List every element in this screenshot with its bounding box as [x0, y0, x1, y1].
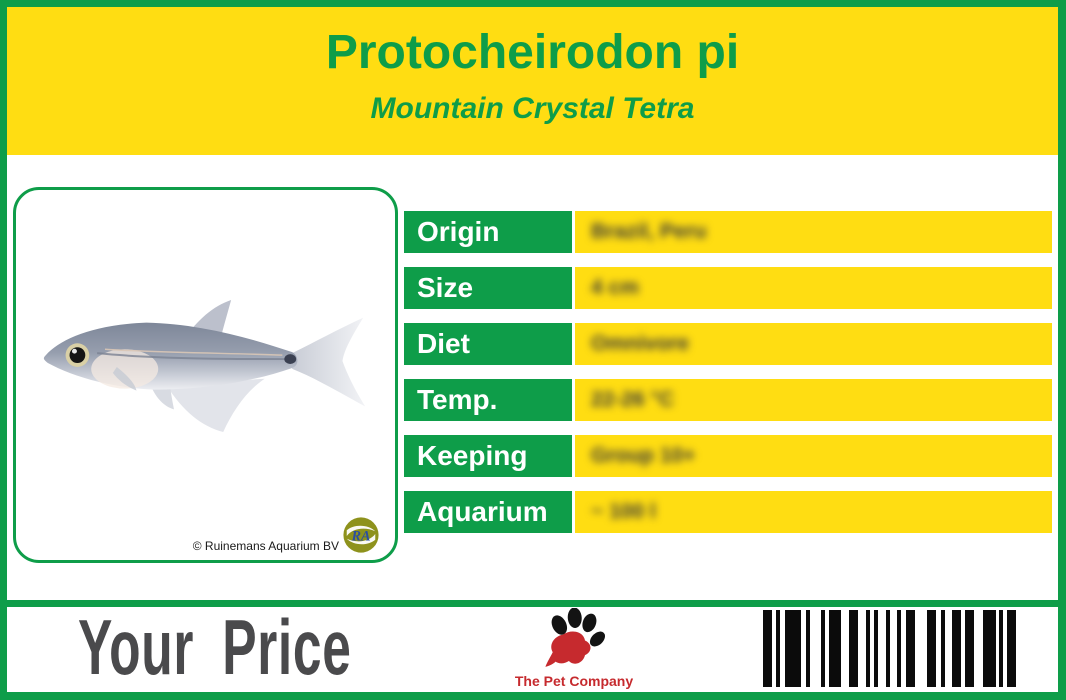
barcode-bar [866, 610, 870, 687]
row-label: Diet [404, 323, 572, 365]
svg-text:RA: RA [351, 529, 371, 545]
barcode-bar [785, 610, 801, 687]
table-row: Diet Omnivore [404, 323, 1052, 365]
label-header: Protocheirodon pi Mountain Crystal Tetra [7, 7, 1058, 155]
row-value: 4 cm [575, 267, 1052, 309]
table-row: Size 4 cm [404, 267, 1052, 309]
brand-logo: The Pet Company [512, 607, 636, 692]
brand-name: The Pet Company [514, 673, 634, 689]
supplier-logo-icon: RA [342, 516, 380, 554]
row-label: Size [404, 267, 572, 309]
table-row: Aquarium ~ 100 l [404, 491, 1052, 533]
barcode-bar [1007, 610, 1016, 687]
species-common-name: Mountain Crystal Tetra [370, 92, 695, 125]
row-value: 22-26 °C [575, 379, 1052, 421]
barcode-bar [983, 610, 996, 687]
row-label: Aquarium [404, 491, 572, 533]
row-label: Temp. [404, 379, 572, 421]
table-row: Origin Brazil, Peru [404, 211, 1052, 253]
fish-image [38, 290, 373, 450]
barcode-bar [886, 610, 890, 687]
barcode-bar [999, 610, 1003, 687]
row-value: Brazil, Peru [575, 211, 1052, 253]
paw-icon [541, 607, 607, 672]
row-value: Group 10+ [575, 435, 1052, 477]
photo-copyright: © Ruinemans Aquarium BV [192, 539, 339, 553]
divider-line [0, 600, 1066, 607]
barcode-bar [776, 610, 780, 687]
fish-photo-box: © Ruinemans Aquarium BV RA [13, 187, 398, 563]
barcode-bar [952, 610, 961, 687]
barcode-bar [874, 610, 878, 687]
barcode-bar [821, 610, 825, 687]
barcode-bar [906, 610, 915, 687]
barcode-bar [806, 610, 810, 687]
label-footer: Your Price The Pet Company [7, 603, 1058, 692]
barcode-bar [941, 610, 945, 687]
barcode-bar [897, 610, 901, 687]
price-label-text: Your Price [78, 603, 352, 691]
barcode-bar [965, 610, 974, 687]
barcode [763, 610, 1035, 687]
barcode-bar [829, 610, 841, 687]
label-body: © Ruinemans Aquarium BV RA Origin Brazil… [7, 155, 1058, 600]
row-value: Omnivore [575, 323, 1052, 365]
row-label: Keeping [404, 435, 572, 477]
table-row: Keeping Group 10+ [404, 435, 1052, 477]
barcode-bar [763, 610, 772, 687]
row-value: ~ 100 l [575, 491, 1052, 533]
barcode-bar [927, 610, 936, 687]
barcode-bar [849, 610, 858, 687]
species-scientific-name: Protocheirodon pi [325, 26, 740, 79]
row-label: Origin [404, 211, 572, 253]
fish-tail-fin [292, 317, 366, 407]
info-table: Origin Brazil, Peru Size 4 cm Diet Omniv… [404, 211, 1052, 547]
table-row: Temp. 22-26 °C [404, 379, 1052, 421]
fish-anal-fin [166, 378, 265, 432]
